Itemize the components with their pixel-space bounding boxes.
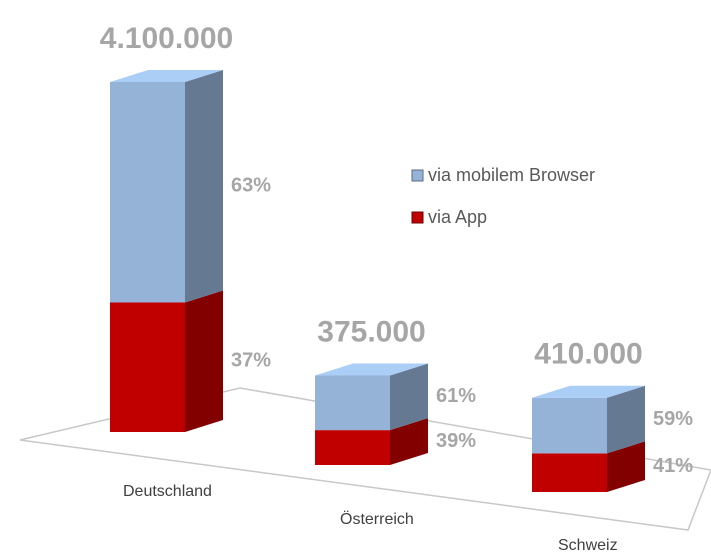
bar-segment — [315, 363, 428, 431]
x-tick-label: Österreich — [340, 510, 414, 528]
legend-swatch — [411, 211, 424, 224]
total-label: 4.100.000 — [100, 22, 233, 55]
bar-front — [532, 453, 607, 492]
legend-swatch — [411, 169, 424, 182]
bar-segment — [110, 290, 223, 432]
bar-side — [607, 441, 645, 492]
bar-top — [315, 363, 428, 376]
total-label: 375.000 — [317, 315, 425, 348]
data-label: 37% — [231, 350, 271, 372]
bar-segment — [315, 418, 428, 465]
bar-side — [390, 418, 428, 465]
bar-front — [315, 375, 390, 431]
bar-front — [532, 397, 607, 454]
data-label: 59% — [653, 408, 693, 430]
data-label: 63% — [231, 175, 271, 197]
bar-side — [607, 385, 645, 454]
total-label: 410.000 — [534, 338, 642, 371]
bar-front — [110, 82, 185, 303]
bar-segment — [532, 441, 645, 492]
bar-top — [532, 385, 645, 398]
bar-side — [185, 70, 223, 303]
bar-segment — [532, 385, 645, 454]
data-label: 41% — [653, 455, 693, 477]
x-tick-label: Deutschland — [123, 483, 212, 500]
bar-top — [110, 70, 223, 82]
legend-label: via mobilem Browser — [428, 165, 595, 185]
data-label: 61% — [436, 385, 476, 407]
bar-segment — [110, 70, 223, 303]
data-label: 39% — [436, 430, 476, 452]
legend-label: via App — [428, 207, 487, 227]
x-tick-label: Schweiz — [558, 537, 618, 554]
bar-front — [315, 430, 390, 465]
bar-front — [110, 302, 185, 432]
bar-side — [390, 363, 428, 431]
bar-side — [185, 290, 223, 432]
